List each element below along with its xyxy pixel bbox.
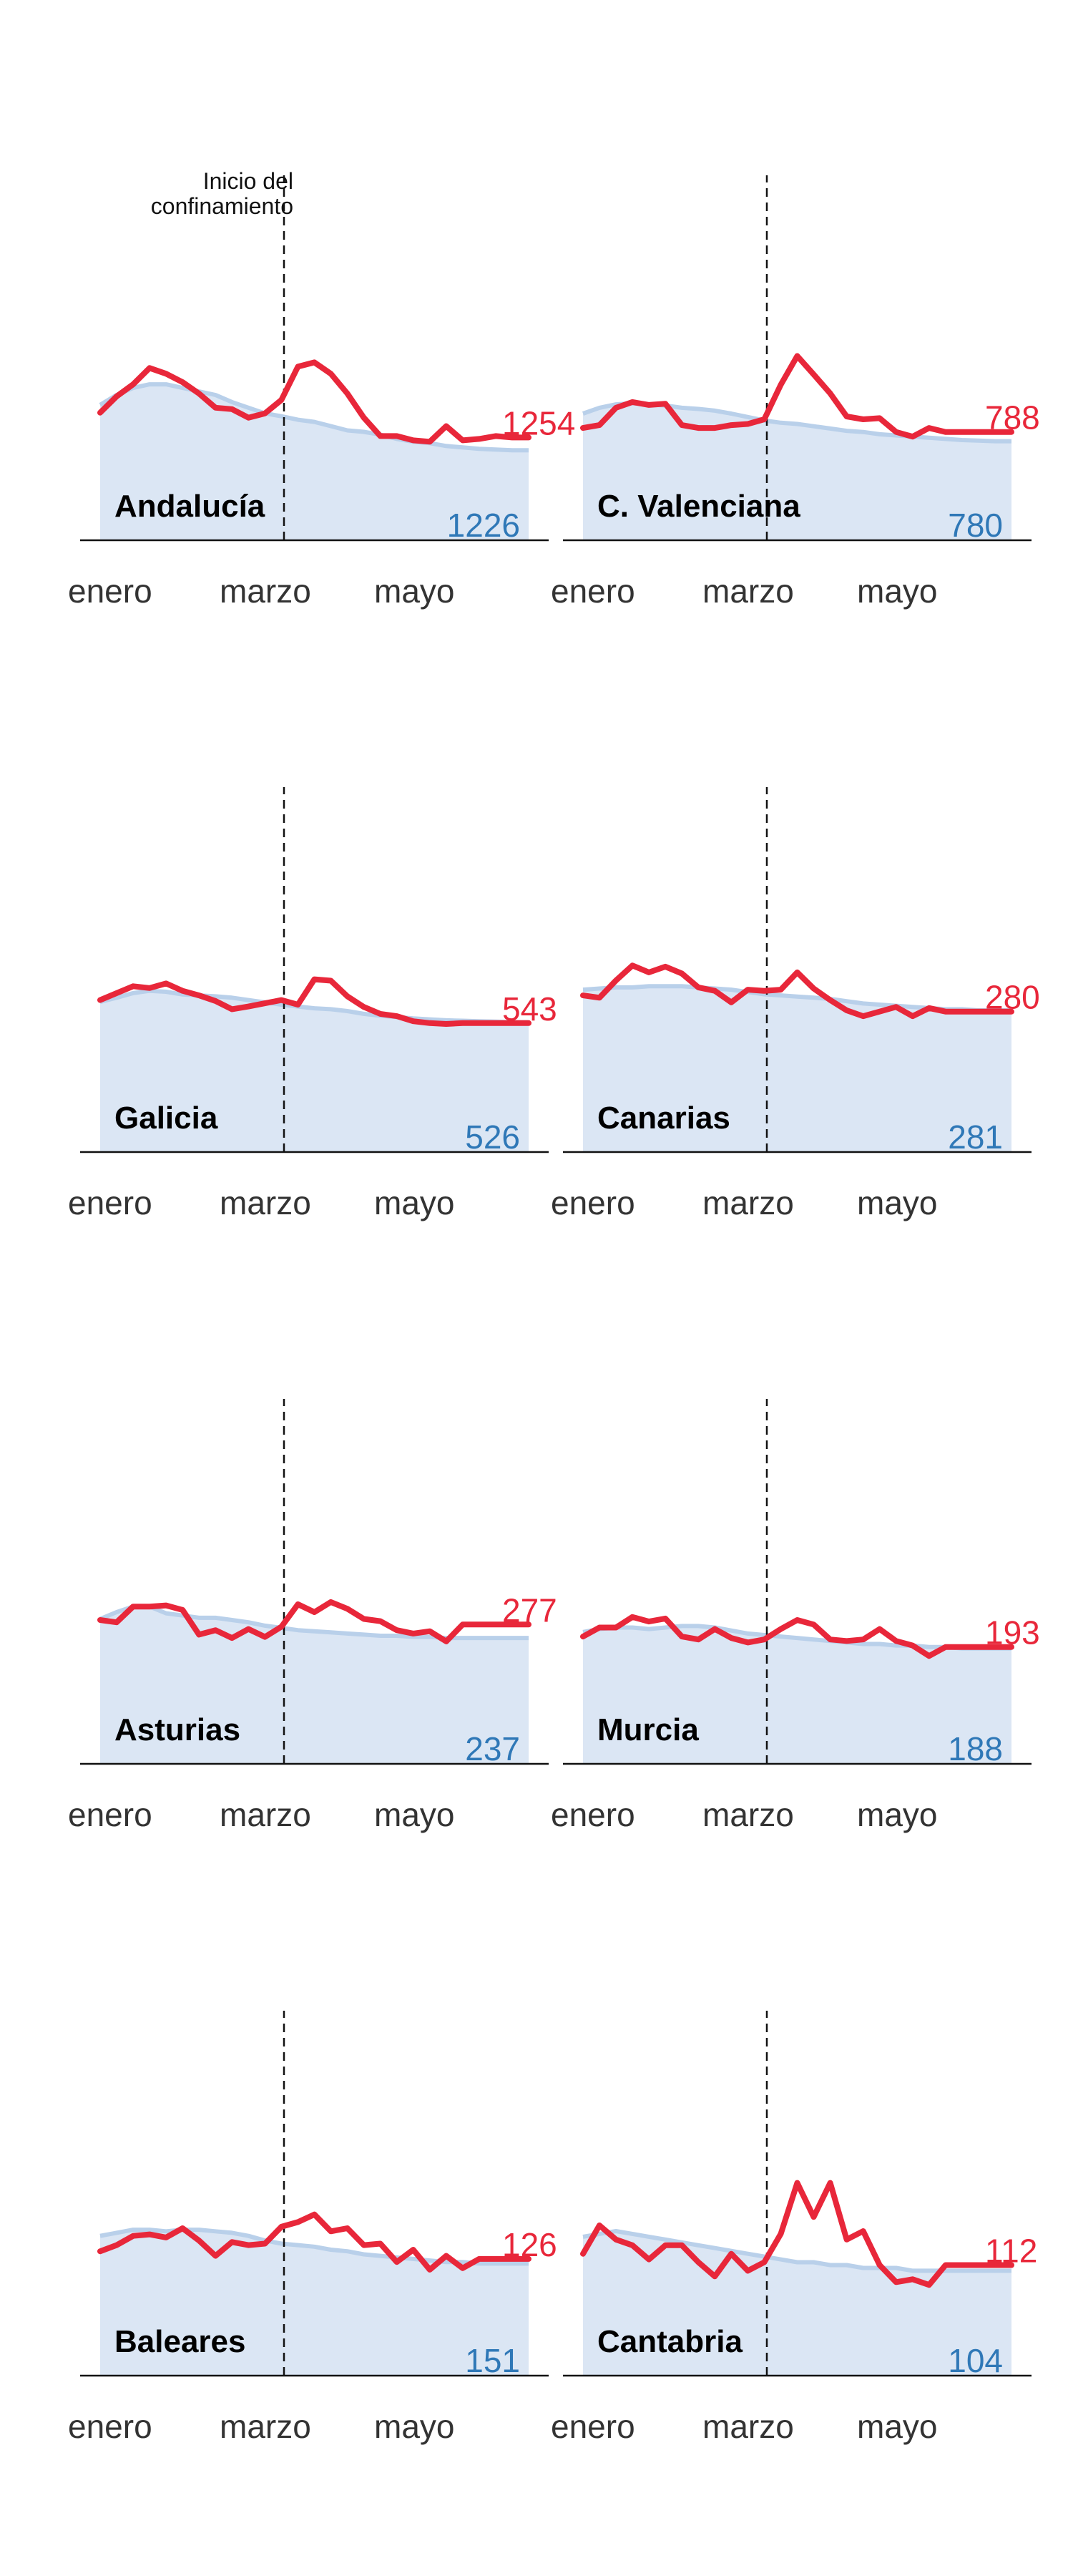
- observed-value-label: 1254: [502, 404, 575, 441]
- x-tick-label: marzo: [220, 1796, 311, 1833]
- region-title: Murcia: [597, 1712, 699, 1747]
- expected-value-label: 104: [948, 2342, 1003, 2379]
- region-title: Galicia: [114, 1101, 218, 1136]
- x-tick-label: mayo: [374, 572, 454, 610]
- panel-canarias: Canarias 280 281 enero marzo mayo: [551, 787, 1040, 1221]
- observed-line: [97, 359, 531, 445]
- observed-line: [580, 2180, 1014, 2288]
- lockdown-annotation-line-1: Inicio del: [202, 168, 293, 194]
- observed-line: [97, 1599, 531, 1644]
- expected-area: [583, 986, 1011, 1152]
- region-title: Canarias: [597, 1101, 730, 1136]
- x-tick-label: mayo: [374, 1184, 454, 1221]
- x-tick-label: marzo: [702, 1796, 794, 1833]
- region-title: Cantabria: [597, 2324, 743, 2359]
- observed-line: [97, 2211, 531, 2273]
- x-tick-label: enero: [551, 2408, 635, 2445]
- observed-line: [580, 353, 1014, 440]
- x-tick-label: enero: [68, 1184, 152, 1221]
- x-tick-label: marzo: [220, 1184, 311, 1221]
- observed-value-label: 126: [502, 2226, 557, 2263]
- expected-area: [100, 990, 529, 1152]
- lockdown-annotation: Inicio del confinamiento: [100, 169, 293, 219]
- expected-value-label: 780: [948, 507, 1003, 544]
- panel-galicia: Galicia 543 526 enero marzo mayo: [68, 787, 557, 1221]
- x-tick-label: enero: [68, 572, 152, 610]
- region-title: Andalucía: [114, 489, 265, 524]
- expected-area: [100, 1606, 529, 1764]
- x-tick-label: mayo: [857, 1184, 937, 1221]
- x-tick-label: enero: [551, 572, 635, 610]
- expected-value-label: 188: [948, 1730, 1003, 1767]
- x-tick-label: enero: [551, 1796, 635, 1833]
- observed-line: [97, 976, 531, 1027]
- panel-asturias: Asturias 277 237 enero marzo mayo: [68, 1399, 557, 1833]
- panel-cantabria: Cantabria 112 104 enero marzo mayo: [551, 2011, 1037, 2445]
- observed-value-label: 193: [985, 1614, 1040, 1652]
- x-tick-label: marzo: [220, 572, 311, 610]
- x-tick-label: mayo: [374, 1796, 454, 1833]
- expected-area: [583, 2231, 1011, 2376]
- panel-murcia: Murcia 193 188 enero marzo mayo: [551, 1399, 1040, 1833]
- x-tick-label: mayo: [857, 1796, 937, 1833]
- expected-area: [100, 2230, 529, 2376]
- lockdown-annotation-line-2: confinamiento: [150, 193, 293, 219]
- x-tick-label: mayo: [857, 572, 937, 610]
- expected-line: [99, 382, 529, 453]
- observed-line: [580, 962, 1014, 1020]
- observed-value-label: 280: [985, 979, 1040, 1016]
- observed-value-label: 543: [502, 990, 557, 1028]
- x-tick-label: mayo: [374, 2408, 454, 2445]
- expected-value-label: 237: [465, 1730, 520, 1767]
- x-tick-label: enero: [68, 2408, 152, 2445]
- observed-line: [580, 1614, 1014, 1659]
- expected-value-label: 1226: [447, 507, 520, 544]
- x-tick-label: mayo: [857, 2408, 937, 2445]
- region-title: C. Valenciana: [597, 489, 800, 524]
- x-tick-label: enero: [551, 1184, 635, 1221]
- panel-andalucia: Andalucía 1254 1226 enero marzo mayo: [68, 175, 575, 610]
- observed-value-label: 277: [502, 1591, 557, 1629]
- panel-baleares: Baleares 126 151 enero marzo mayo: [68, 2011, 557, 2445]
- x-tick-label: marzo: [220, 2408, 311, 2445]
- panel-c-valenciana: C. Valenciana 788 780 enero marzo mayo: [551, 175, 1040, 610]
- region-title: Asturias: [114, 1712, 240, 1747]
- expected-value-label: 526: [465, 1118, 520, 1156]
- expected-area: [100, 384, 529, 540]
- x-tick-label: marzo: [702, 572, 794, 610]
- expected-value-label: 281: [948, 1118, 1003, 1156]
- observed-value-label: 112: [985, 2233, 1037, 2270]
- observed-value-label: 788: [985, 399, 1040, 436]
- expected-line: [99, 1604, 529, 1641]
- x-tick-label: marzo: [702, 1184, 794, 1221]
- x-tick-label: enero: [68, 1796, 152, 1833]
- region-title: Baleares: [114, 2324, 245, 2359]
- x-tick-label: marzo: [702, 2408, 794, 2445]
- expected-area: [583, 1626, 1011, 1764]
- expected-value-label: 151: [465, 2342, 520, 2379]
